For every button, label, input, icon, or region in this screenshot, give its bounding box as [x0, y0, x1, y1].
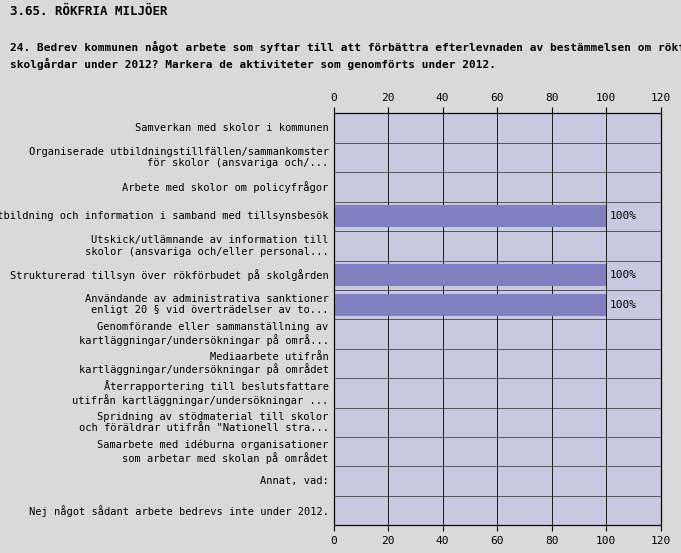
Text: 100%: 100%: [610, 211, 637, 221]
Text: Genomförande eller sammanställning av
kartläggningar/undersökningar på områ...: Genomförande eller sammanställning av ka…: [79, 322, 329, 346]
Text: 24. Bedrev kommunen något arbete som syftar till att förbättra efterlevnaden av : 24. Bedrev kommunen något arbete som syf…: [10, 41, 681, 70]
Text: Nej något sådant arbete bedrevs inte under 2012.: Nej något sådant arbete bedrevs inte und…: [29, 505, 329, 517]
Text: Utskick/utlämnande av information till
skolor (ansvariga och/eller personal...: Utskick/utlämnande av information till s…: [85, 235, 329, 257]
Bar: [334, 294, 606, 316]
Text: 100%: 100%: [610, 270, 637, 280]
Text: Samarbete med idéburna organisationer
som arbetar med skolan på området: Samarbete med idéburna organisationer so…: [97, 440, 329, 464]
Text: Samverkan med skolor i kommunen: Samverkan med skolor i kommunen: [135, 123, 329, 133]
Text: 3.65. RÖKFRIA MILJÖER: 3.65. RÖKFRIA MILJÖER: [10, 6, 168, 18]
Text: Strukturerad tillsyn över rökförbudet på skolgården: Strukturerad tillsyn över rökförbudet på…: [10, 269, 329, 281]
Text: Utbildning och information i samband med tillsynsbesök: Utbildning och information i samband med…: [0, 211, 329, 221]
Text: 100%: 100%: [610, 300, 637, 310]
Text: Organiserade utbildningstillfällen/sammankomster
för skolor (ansvariga och/...: Organiserade utbildningstillfällen/samma…: [29, 147, 329, 168]
Bar: [334, 205, 606, 227]
Text: Annat, vad:: Annat, vad:: [260, 476, 329, 486]
Bar: [334, 264, 606, 286]
Text: Återrapportering till beslutsfattare
utifrån kartläggningar/undersökningar ...: Återrapportering till beslutsfattare uti…: [72, 380, 329, 406]
Text: Mediaarbete utifrån
kartläggningar/undersökningar på området: Mediaarbete utifrån kartläggningar/under…: [79, 352, 329, 375]
Text: Användande av administrativa sanktioner
enligt 20 § vid överträdelser av to...: Användande av administrativa sanktioner …: [85, 294, 329, 315]
Text: Arbete med skolor om policyfrågor: Arbete med skolor om policyfrågor: [123, 181, 329, 193]
Text: Spridning av stödmaterial till skolor
och föräldrar utifrån "Nationell stra...: Spridning av stödmaterial till skolor oc…: [79, 411, 329, 433]
